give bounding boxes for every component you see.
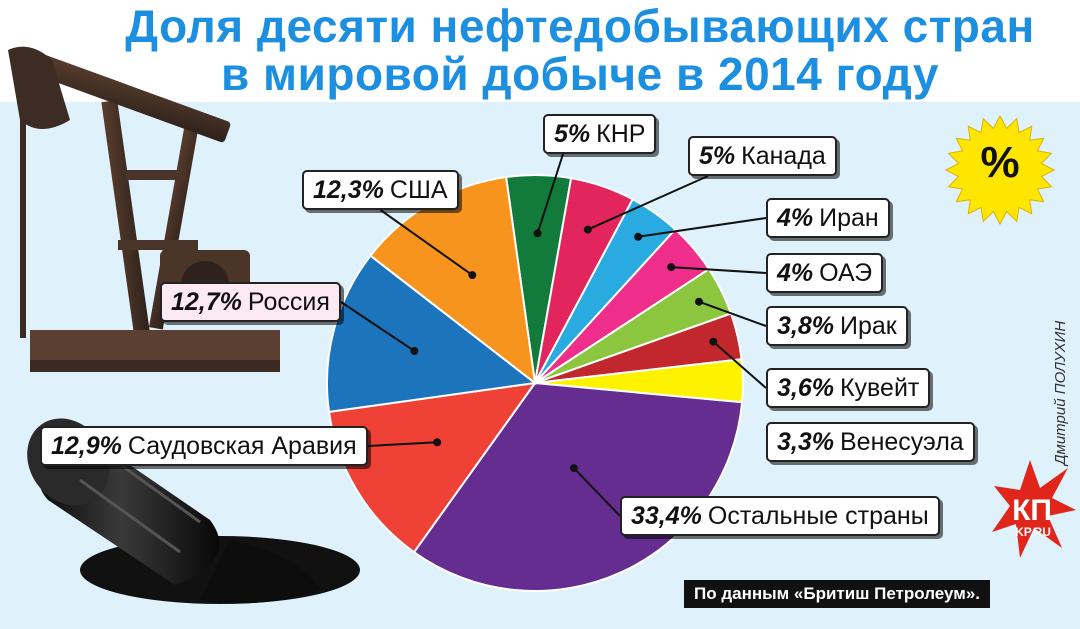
leader-dot-5 bbox=[709, 337, 718, 346]
slice-name: Ирак bbox=[839, 312, 897, 340]
percent-badge: % bbox=[944, 114, 1056, 226]
slice-name: ОАЭ bbox=[819, 259, 873, 287]
photo-credit: Дмитрий ПОЛУХИН bbox=[1052, 320, 1069, 465]
leader-dot-10 bbox=[468, 271, 477, 280]
oil-barrel-illustration bbox=[27, 418, 360, 604]
slice-name: КНР bbox=[596, 120, 646, 148]
kp-splash-icon: КП KP.RU bbox=[992, 460, 1076, 558]
leader-lines bbox=[340, 153, 767, 517]
slice-name: Канада bbox=[741, 142, 826, 170]
slice-name: Саудовская Аравия bbox=[127, 432, 357, 460]
pie-slice-7 bbox=[412, 381, 744, 593]
leader-dot-4 bbox=[695, 297, 703, 306]
leader-line-3 bbox=[671, 266, 767, 274]
title-band bbox=[0, 0, 1080, 102]
percent-symbol: % bbox=[980, 138, 1020, 187]
slice-percent: 3,8% bbox=[777, 312, 834, 340]
slice-label-6: 3,3% Венесуэла bbox=[766, 422, 975, 462]
slice-percent: 3,3% bbox=[777, 428, 834, 456]
slice-percent: 12,7% bbox=[171, 288, 242, 316]
slice-percent: 5% bbox=[699, 142, 736, 170]
slice-percent: 4% bbox=[777, 204, 814, 232]
slice-name: Венесуэла bbox=[839, 428, 964, 456]
title-line-2: в мировой добыче в 2014 году bbox=[220, 48, 939, 100]
slice-name: Кувейт bbox=[839, 374, 920, 402]
leader-dot-1 bbox=[583, 225, 592, 234]
leader-dot-3 bbox=[667, 263, 676, 272]
slice-percent: 5% bbox=[554, 120, 591, 148]
pie-slice-9 bbox=[326, 254, 538, 414]
pie-slices bbox=[326, 174, 744, 593]
slice-label-7: 33,4% Остальные страны bbox=[620, 496, 940, 536]
slice-percent: 33,4% bbox=[631, 502, 702, 530]
leader-line-0 bbox=[536, 153, 564, 234]
leader-line-1 bbox=[587, 175, 709, 231]
slice-name: Иран bbox=[819, 204, 879, 232]
slice-label-2: 4% Иран bbox=[766, 198, 890, 238]
leader-dot-0 bbox=[533, 229, 542, 238]
slice-name: Остальные страны bbox=[707, 502, 929, 530]
slice-label-1: 5% Канада bbox=[688, 136, 837, 176]
page-title: Доля десяти нефтедобывающих стран в миро… bbox=[80, 2, 1080, 98]
slice-percent: 12,9% bbox=[51, 432, 122, 460]
oil-pumpjack-illustration bbox=[8, 46, 280, 372]
leader-dot-2 bbox=[634, 232, 643, 241]
pie-slice-8 bbox=[327, 381, 538, 554]
slice-label-8: 12,9% Саудовская Аравия bbox=[40, 426, 368, 466]
leader-line-10 bbox=[379, 209, 473, 276]
leader-line-8 bbox=[367, 441, 438, 447]
slice-percent: 12,3% bbox=[313, 176, 384, 204]
leader-line-9 bbox=[340, 301, 415, 352]
leader-line-4 bbox=[698, 300, 767, 327]
title-line-1: Доля десяти нефтедобывающих стран bbox=[125, 0, 1035, 52]
slice-label-9: 12,7% Россия bbox=[160, 282, 341, 322]
slice-percent: 4% bbox=[777, 259, 814, 287]
slice-name: США bbox=[389, 176, 448, 204]
kp-logo-text: КП bbox=[1012, 494, 1052, 527]
leader-dot-9 bbox=[410, 347, 419, 355]
slice-name: Россия bbox=[247, 288, 330, 316]
leader-dot-7 bbox=[569, 464, 578, 473]
slice-label-5: 3,6% Кувейт bbox=[766, 368, 931, 408]
slice-label-0: 5% КНР bbox=[543, 114, 657, 154]
leader-line-7 bbox=[573, 467, 621, 517]
leader-line-2 bbox=[637, 217, 767, 238]
source-note: По данным «Бритиш Петролеум». bbox=[684, 580, 991, 608]
kp-logo: КП KP.RU bbox=[990, 458, 1076, 568]
starburst-icon bbox=[944, 114, 1056, 226]
slice-label-3: 4% ОАЭ bbox=[766, 253, 884, 293]
slice-label-4: 3,8% Ирак bbox=[766, 306, 908, 346]
kp-logo-url: KP.RU bbox=[1015, 525, 1051, 539]
slice-percent: 3,6% bbox=[777, 374, 834, 402]
leader-line-5 bbox=[712, 340, 767, 389]
slice-label-10: 12,3% США bbox=[302, 170, 459, 210]
leader-dot-8 bbox=[433, 438, 442, 447]
